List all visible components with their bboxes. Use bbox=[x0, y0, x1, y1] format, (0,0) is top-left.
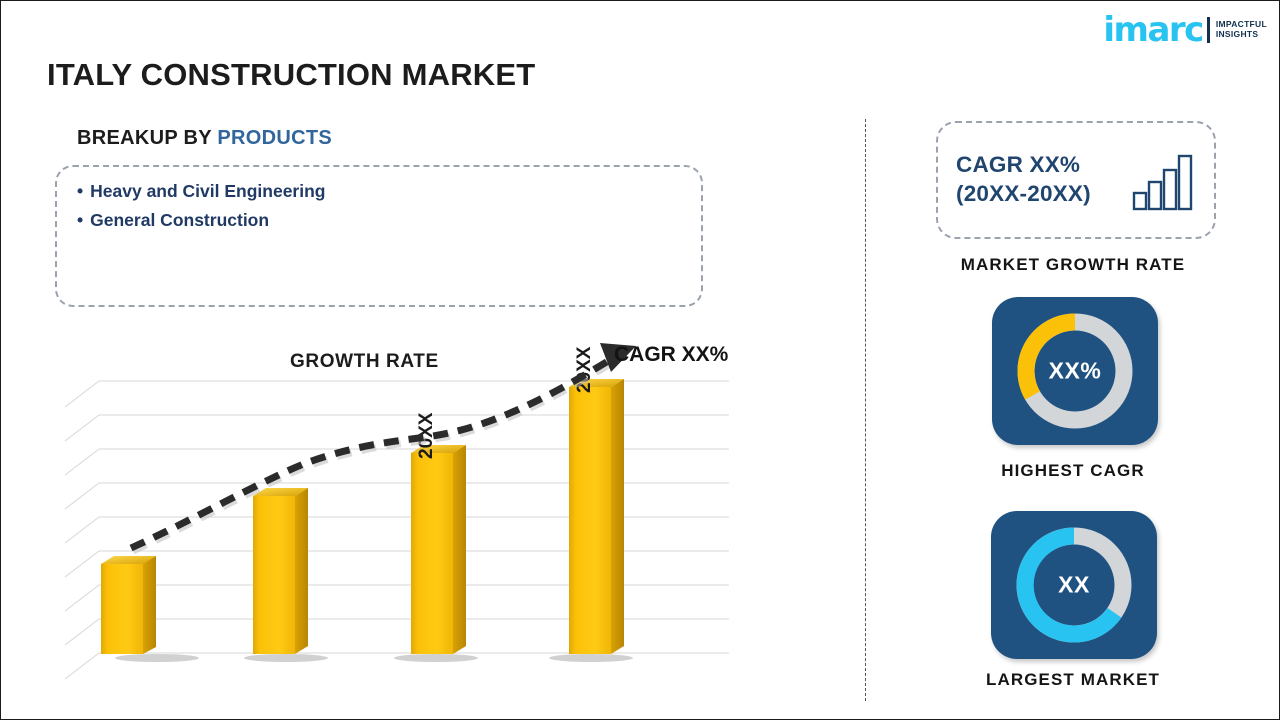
subtitle-highlight: PRODUCTS bbox=[217, 127, 333, 149]
logo-tagline-line1: IMPACTFUL bbox=[1215, 19, 1267, 30]
donut-chart-highest-cagr bbox=[1017, 313, 1133, 429]
chart-svg: 20XX 20XX bbox=[64, 343, 729, 680]
products-list: Heavy and Civil Engineering General Cons… bbox=[77, 177, 326, 236]
highest-cagr-value: XX% bbox=[1048, 357, 1102, 384]
chart-axis-caption: GROWTH RATE bbox=[290, 351, 439, 372]
trend-line bbox=[129, 343, 636, 555]
highest-cagr-donut-card: XX% bbox=[992, 297, 1158, 445]
cagr-summary-line2: (20XX-20XX) bbox=[956, 181, 1091, 206]
largest-market-value: XX bbox=[1058, 571, 1090, 598]
highest-cagr-label: HIGHEST CAGR bbox=[1001, 461, 1145, 480]
cagr-summary-line1: CAGR XX% bbox=[956, 152, 1081, 178]
largest-market-donut-card: XX bbox=[991, 511, 1157, 659]
list-item: Heavy and Civil Engineering bbox=[77, 177, 325, 206]
cagr-callout-label: CAGR XX% bbox=[614, 343, 729, 366]
list-item: General Construction bbox=[77, 206, 326, 235]
cagr-summary-text: CAGR XX% (20XX-20XX) bbox=[956, 151, 1132, 209]
section-subtitle: BREAKUP BY PRODUCTS bbox=[77, 127, 332, 150]
logo-tagline: IMPACTFUL INSIGHTS bbox=[1215, 19, 1267, 40]
mini-bar-chart-icon bbox=[1132, 154, 1193, 211]
bar-label-3: 20XX bbox=[416, 412, 437, 459]
imarc-logo: imarc IMPACTFUL INSIGHTS bbox=[1103, 13, 1267, 47]
subtitle-prefix: BREAKUP BY bbox=[77, 127, 218, 149]
logo-divider bbox=[1206, 17, 1210, 43]
largest-market-label: LARGEST MARKET bbox=[985, 670, 1161, 689]
bar-floor-shadows bbox=[115, 654, 633, 662]
cagr-summary-box: CAGR XX% (20XX-20XX) bbox=[936, 121, 1216, 239]
market-growth-rate-label: MARKET GROWTH RATE bbox=[960, 255, 1186, 274]
bar-2 bbox=[253, 488, 308, 654]
bar-3: 20XX bbox=[411, 412, 466, 654]
logo-tagline-line2: INSIGHTS bbox=[1215, 29, 1259, 39]
products-breakup-box: Heavy and Civil Engineering General Cons… bbox=[55, 165, 703, 307]
bar-1 bbox=[101, 556, 156, 654]
trend-arrow-icon bbox=[600, 343, 636, 372]
logo-wordmark: imarc bbox=[1103, 10, 1204, 50]
growth-rate-chart: 20XX 20XX CAGR XX% bbox=[61, 331, 761, 701]
page-title: ITALY CONSTRUCTION MARKET bbox=[47, 57, 536, 92]
bar-4: 20XX bbox=[569, 346, 624, 654]
donut-chart-largest-market bbox=[1016, 527, 1132, 643]
panel-divider bbox=[865, 119, 866, 701]
